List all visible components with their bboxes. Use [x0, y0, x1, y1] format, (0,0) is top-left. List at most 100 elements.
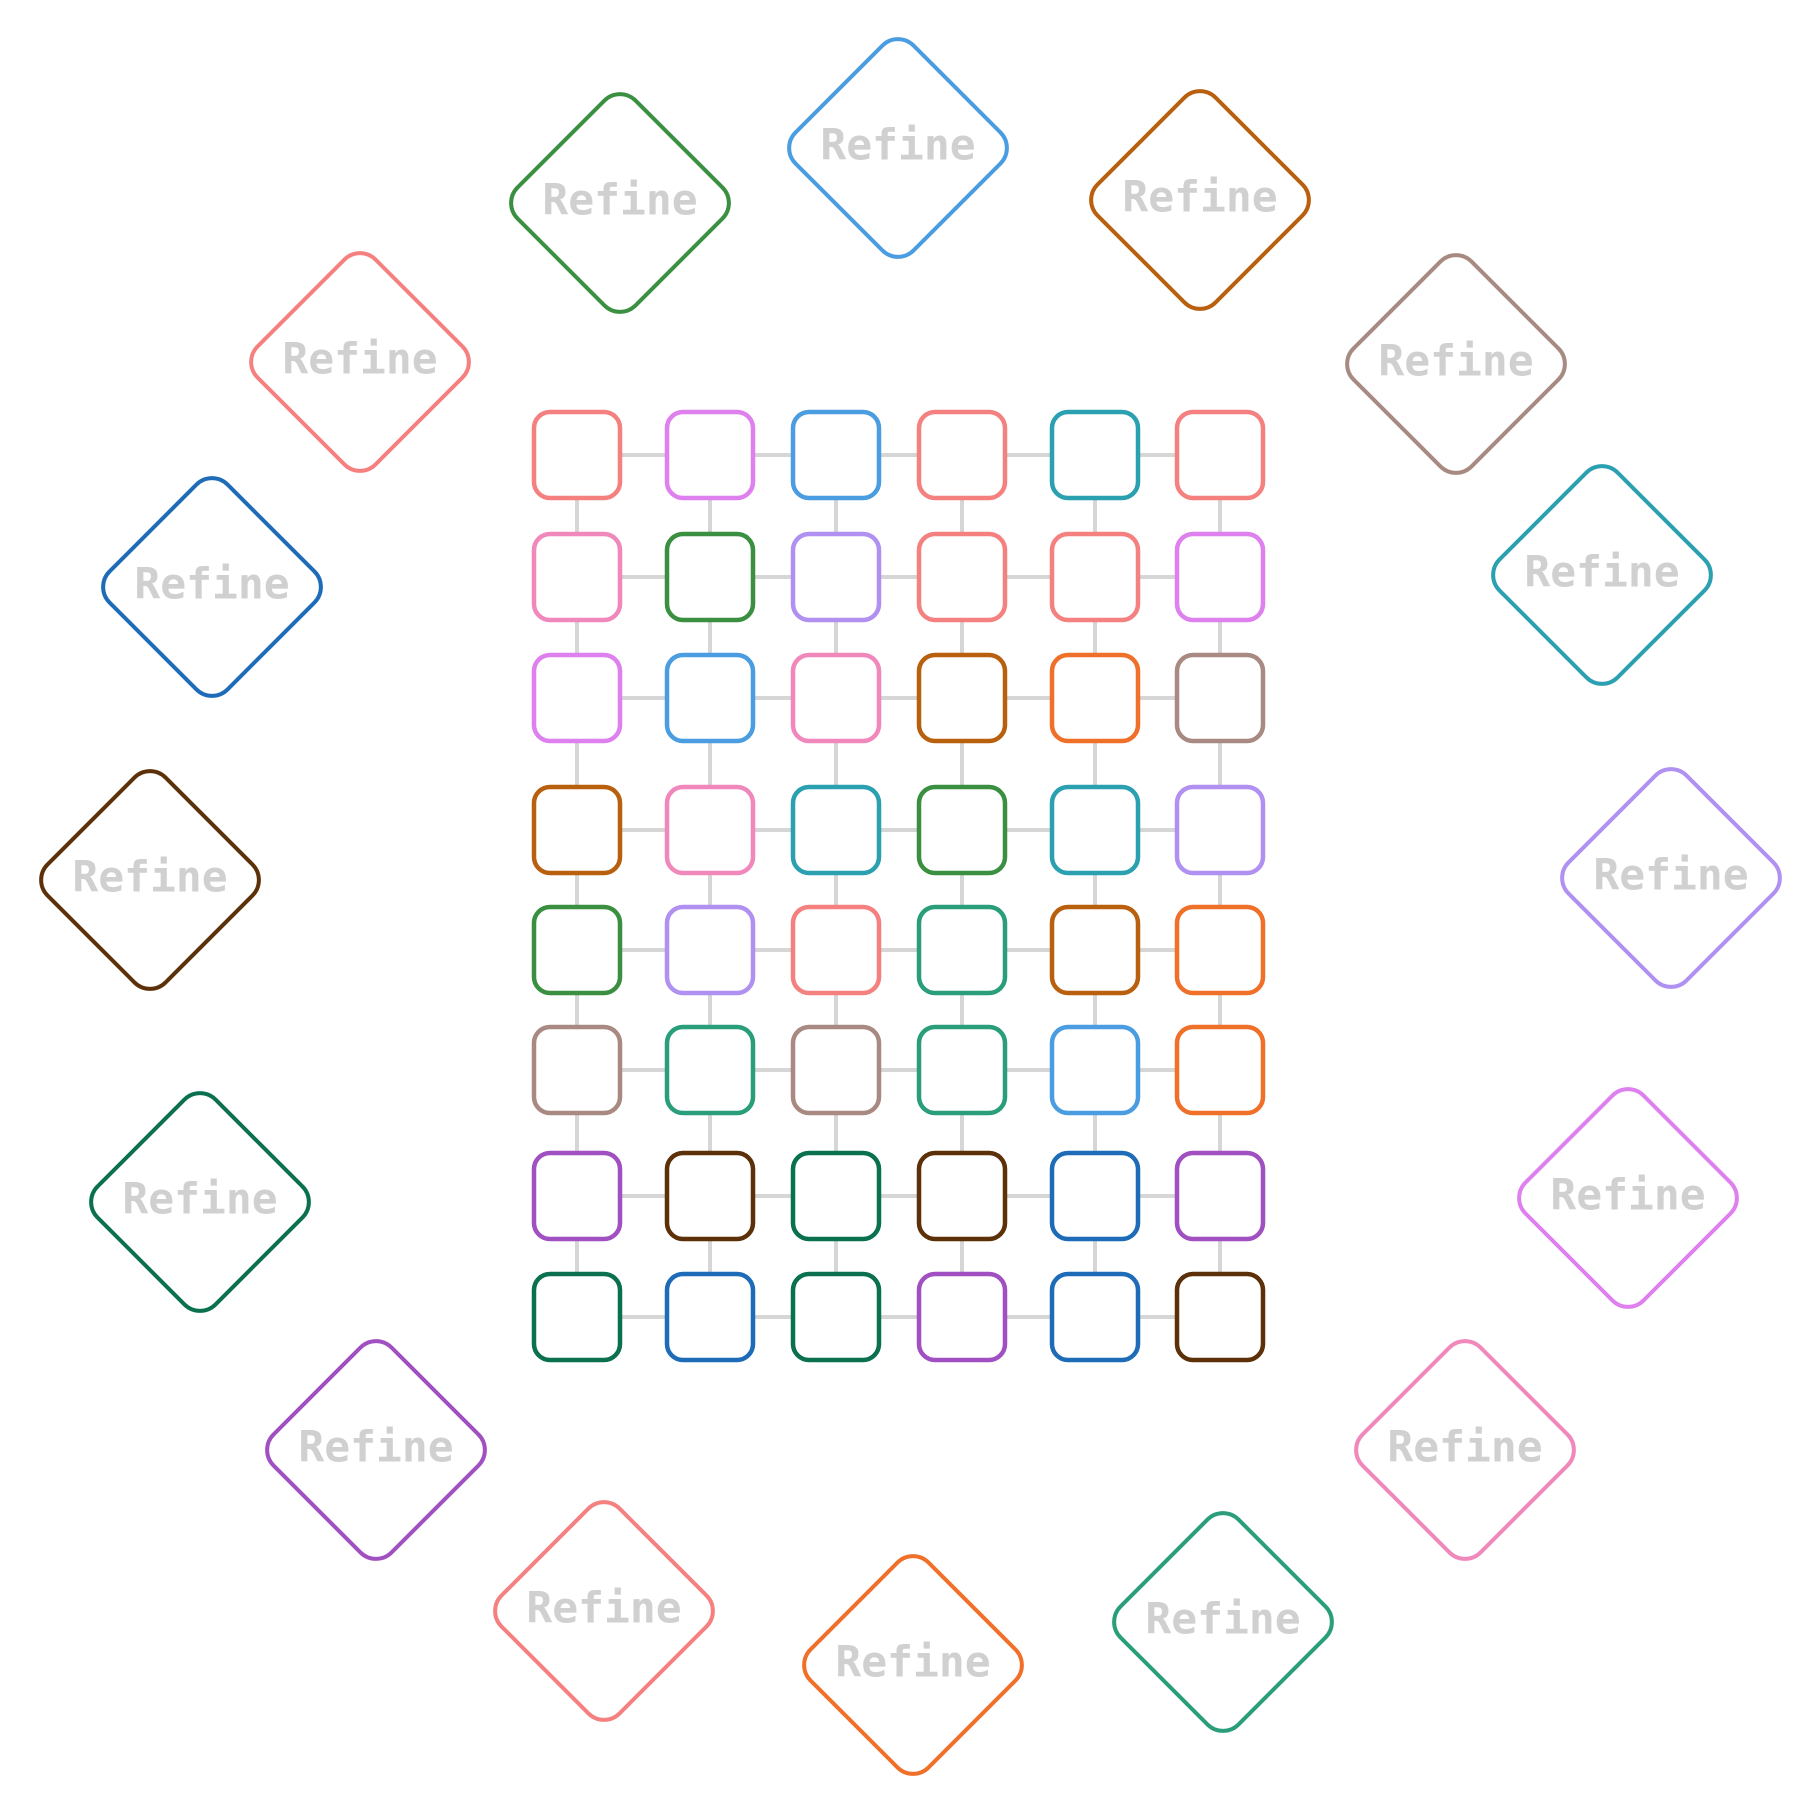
diamond-label: Refine: [1524, 548, 1679, 598]
grid-node: [664, 1271, 756, 1363]
grid-node: [664, 784, 756, 876]
diamond-label: Refine: [134, 560, 289, 610]
grid-node: [1049, 1271, 1141, 1363]
grid-node: [1174, 1150, 1266, 1242]
grid-node: [531, 904, 623, 996]
refine-diamond: Refine: [1354, 1339, 1576, 1561]
diamond-shape: [1345, 253, 1567, 475]
grid-node: [531, 1024, 623, 1116]
diamond-shape: [39, 769, 261, 991]
grid-node: [1049, 1150, 1141, 1242]
diamond-shape: [1517, 1087, 1739, 1309]
diamond-label: Refine: [526, 1584, 681, 1634]
refine-diamond: Refine: [249, 251, 471, 473]
refine-diamond: Refine: [1491, 464, 1713, 686]
grid-node: [531, 531, 623, 623]
grid-node: [1174, 1271, 1266, 1363]
grid-node: [790, 904, 882, 996]
grid-node: [1049, 1024, 1141, 1116]
diamond-label: Refine: [835, 1638, 990, 1688]
grid-node: [531, 409, 623, 501]
diamond-shape: [1491, 464, 1713, 686]
refine-diamond: Refine: [1560, 767, 1782, 989]
refine-diamond: Refine: [509, 92, 731, 314]
grid-node: [916, 531, 1008, 623]
grid-nodes: [531, 409, 1266, 1363]
grid-node: [664, 409, 756, 501]
grid-node: [790, 652, 882, 744]
diamond-shape: [101, 476, 323, 698]
refine-diamond: Refine: [1112, 1511, 1334, 1733]
grid-node: [916, 1150, 1008, 1242]
grid-node: [1049, 784, 1141, 876]
grid-node: [790, 784, 882, 876]
refine-diamonds: Refine Refine Refine Refine Refine Refine Refi…: [39, 37, 1782, 1776]
refine-diamond: Refine: [1345, 253, 1567, 475]
grid-node: [916, 784, 1008, 876]
refine-diamond: Refine: [101, 476, 323, 698]
diamond-shape: [1560, 767, 1782, 989]
diamond-label: Refine: [1387, 1423, 1542, 1473]
grid-node: [1174, 652, 1266, 744]
diamond-shape: [787, 37, 1009, 259]
diamond-shape: [1112, 1511, 1334, 1733]
diamond-label: Refine: [298, 1423, 453, 1473]
diamond-shape: [802, 1554, 1024, 1776]
refine-diamond: Refine: [89, 1091, 311, 1313]
grid-node: [790, 531, 882, 623]
diamond-label: Refine: [1378, 337, 1533, 387]
grid-node: [916, 1271, 1008, 1363]
grid-node: [531, 652, 623, 744]
diamond-label: Refine: [1593, 851, 1748, 901]
diamond-label: Refine: [542, 176, 697, 226]
diamond-label: Refine: [1550, 1171, 1705, 1221]
grid-node: [916, 904, 1008, 996]
grid-node: [1174, 1024, 1266, 1116]
grid-node: [531, 784, 623, 876]
grid-node: [790, 1271, 882, 1363]
grid-node: [1174, 531, 1266, 623]
refine-diamond: Refine: [493, 1500, 715, 1722]
grid-node: [664, 1150, 756, 1242]
refine-diamond: Refine: [265, 1339, 487, 1561]
refine-diamond: Refine: [802, 1554, 1024, 1776]
refine-diamond: Refine: [1089, 89, 1311, 311]
diamond-label: Refine: [820, 121, 975, 171]
grid-node: [1049, 531, 1141, 623]
diamond-label: Refine: [1145, 1595, 1300, 1645]
grid-node: [790, 409, 882, 501]
diamond-shape: [493, 1500, 715, 1722]
grid-node: [1049, 904, 1141, 996]
grid-node: [790, 1024, 882, 1116]
grid-node: [916, 652, 1008, 744]
grid-node: [1174, 904, 1266, 996]
diamond-shape: [1354, 1339, 1576, 1561]
diamond-label: Refine: [1122, 173, 1277, 223]
diamond-label: Refine: [72, 853, 227, 903]
refine-diamond: Refine: [39, 769, 261, 991]
grid-node: [531, 1271, 623, 1363]
grid-node: [1174, 784, 1266, 876]
grid-node: [664, 1024, 756, 1116]
diamond-shape: [1089, 89, 1311, 311]
diamond-shape: [509, 92, 731, 314]
diamond-label: Refine: [122, 1175, 277, 1225]
grid-node: [531, 1150, 623, 1242]
grid-node: [664, 904, 756, 996]
diamond-label: Refine: [282, 335, 437, 385]
grid-node: [664, 531, 756, 623]
diamond-shape: [249, 251, 471, 473]
grid-edges: [575, 453, 1222, 1319]
refine-diamond: Refine: [1517, 1087, 1739, 1309]
grid-node: [916, 409, 1008, 501]
grid-node: [1049, 652, 1141, 744]
refine-diamond: Refine: [787, 37, 1009, 259]
grid-node: [790, 1150, 882, 1242]
grid-node: [916, 1024, 1008, 1116]
diamond-shape: [89, 1091, 311, 1313]
grid-node: [1174, 409, 1266, 501]
grid-node: [1049, 409, 1141, 501]
grid-node: [664, 652, 756, 744]
diamond-shape: [265, 1339, 487, 1561]
